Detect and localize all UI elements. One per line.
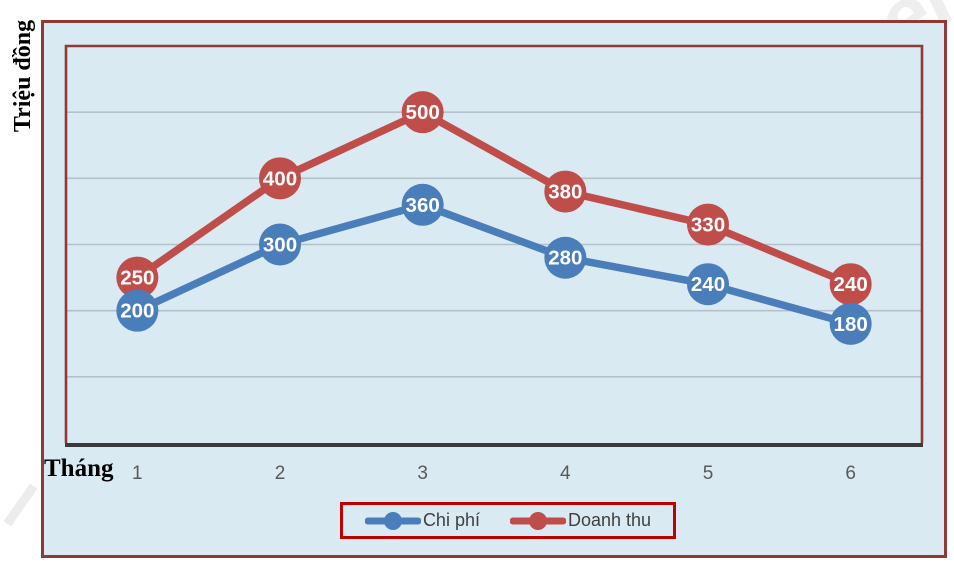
plot-border bbox=[64, 44, 924, 443]
legend-line-marker-icon bbox=[364, 511, 421, 530]
legend-item-chi-phí[interactable]: Chi phí bbox=[364, 510, 480, 531]
data-point-marker bbox=[544, 170, 587, 213]
data-point-marker bbox=[116, 256, 159, 299]
data-point-marker bbox=[687, 203, 729, 246]
legend-line-marker-icon bbox=[509, 511, 566, 530]
legend-item-doanh-thu[interactable]: Doanh thu bbox=[509, 510, 652, 531]
y-axis-title: Triệu đồng bbox=[10, 19, 36, 133]
x-tick-label: 1 bbox=[132, 463, 143, 484]
legend: Chi phí Doanh thu bbox=[340, 502, 676, 539]
data-point-label: 240 bbox=[691, 273, 725, 296]
data-point-label: 400 bbox=[263, 167, 297, 190]
data-point-label: 280 bbox=[548, 247, 582, 270]
data-point-label: 380 bbox=[548, 181, 582, 204]
data-point-label: 300 bbox=[263, 234, 297, 257]
data-point-label: 240 bbox=[834, 273, 868, 296]
data-point-label: 360 bbox=[406, 194, 440, 217]
legend-item-label: Chi phí bbox=[422, 510, 480, 530]
data-point-marker bbox=[829, 302, 872, 345]
data-point-label: 330 bbox=[691, 214, 725, 237]
data-point-marker bbox=[687, 263, 729, 306]
data-point-label: 200 bbox=[120, 300, 154, 323]
series-line-chi-phí bbox=[133, 201, 855, 328]
legend-item-label: Doanh thu bbox=[567, 510, 652, 530]
data-point-label: 250 bbox=[120, 267, 154, 290]
x-tick-label: 2 bbox=[275, 463, 286, 484]
series-line-doanh-thu bbox=[133, 108, 855, 288]
data-point-label: 180 bbox=[834, 313, 868, 336]
data-point-marker bbox=[544, 236, 587, 279]
data-point-marker bbox=[259, 157, 301, 200]
data-point-marker bbox=[401, 183, 444, 226]
data-point-marker bbox=[116, 289, 159, 332]
x-tick-label: 6 bbox=[845, 463, 856, 484]
data-point-marker bbox=[401, 91, 444, 134]
data-point-marker bbox=[829, 263, 872, 306]
x-axis-title: Tháng bbox=[44, 455, 114, 482]
x-tick-label: 4 bbox=[560, 463, 571, 484]
data-point-label: 500 bbox=[406, 101, 440, 124]
x-tick-label: 5 bbox=[703, 463, 714, 484]
data-point-marker bbox=[259, 223, 301, 266]
x-tick-label: 3 bbox=[417, 463, 428, 484]
